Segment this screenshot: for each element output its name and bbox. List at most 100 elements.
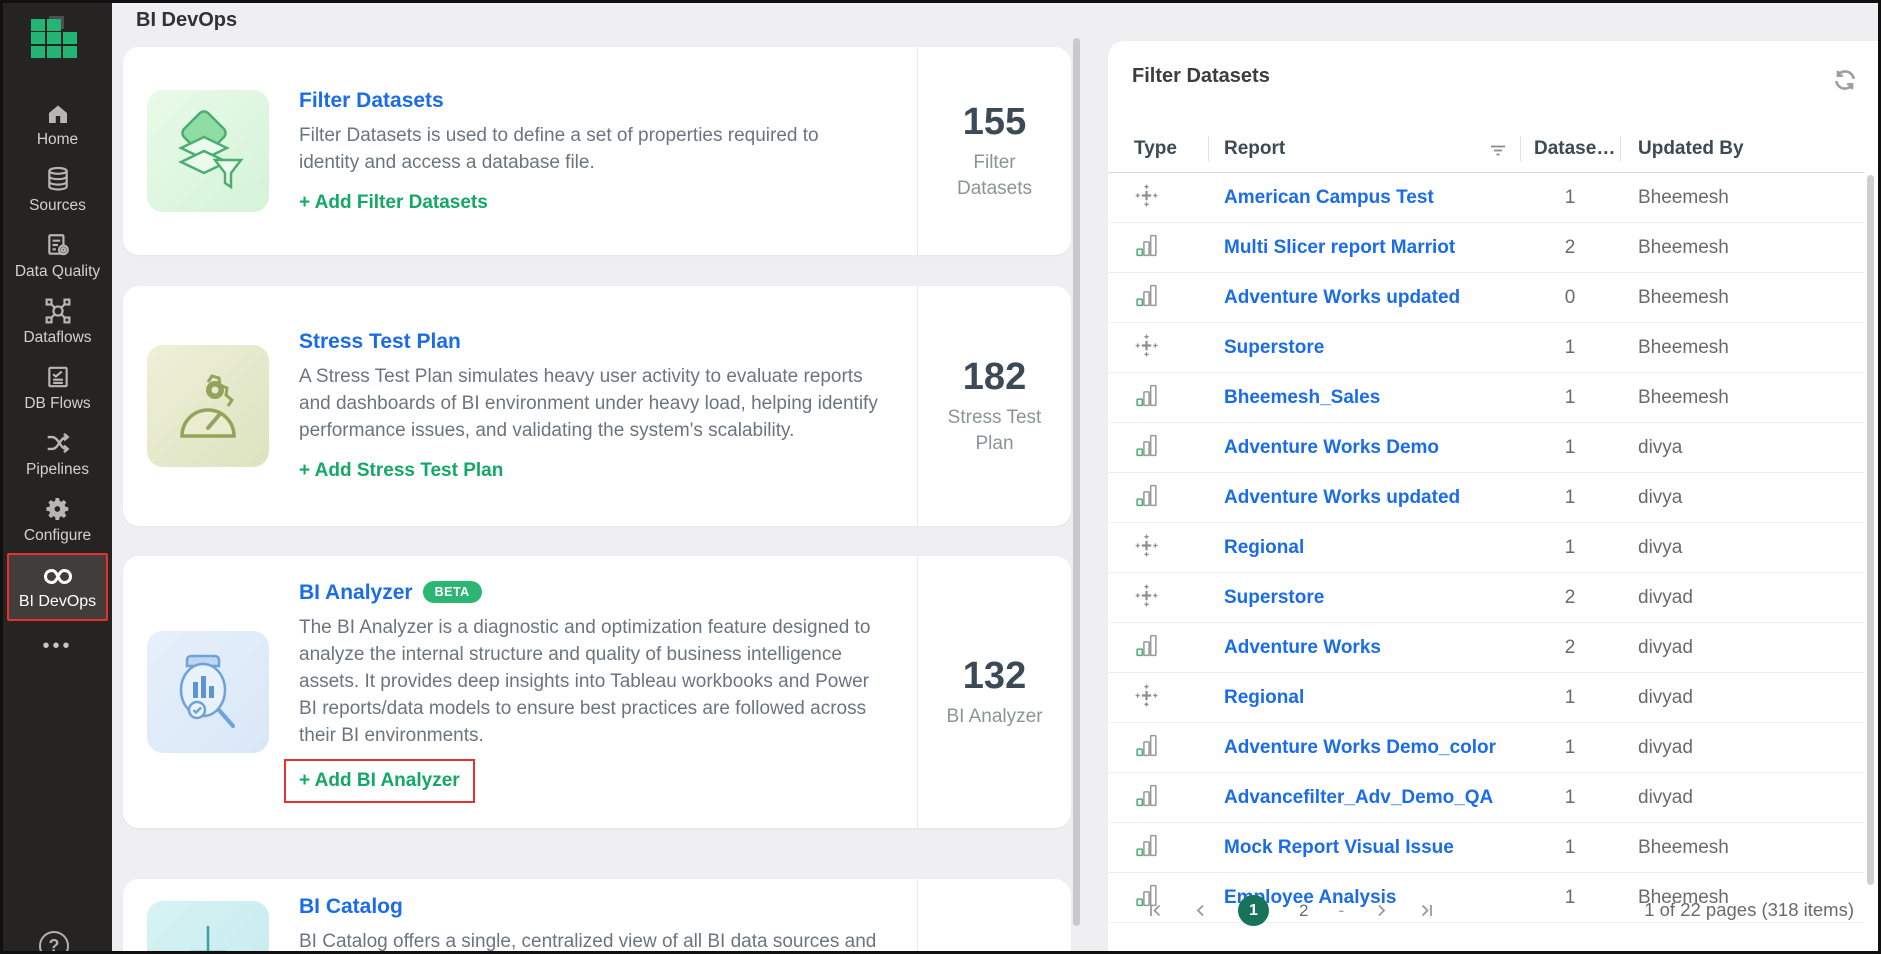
datasets-count-cell: 1 [1564, 336, 1576, 358]
app-logo-icon[interactable] [27, 16, 89, 73]
table-header: Type Report Datase… Updated By [1108, 125, 1864, 173]
table-row: Regional 1 divya [1108, 523, 1864, 573]
updated-by-cell: Bheemesh [1638, 186, 1729, 208]
report-type-cell [1108, 433, 1208, 463]
sidebar-item-label: BI DevOps [18, 593, 97, 610]
report-type-cell [1108, 483, 1208, 513]
card-title[interactable]: BI Catalog [299, 895, 403, 918]
page-title: BI DevOps [136, 9, 238, 31]
powerbi-icon [1134, 784, 1159, 812]
report-link[interactable]: Adventure Works updated [1224, 486, 1461, 508]
last-page-icon[interactable] [1419, 903, 1434, 918]
stat-label: Stress Test Plan [947, 406, 1042, 454]
report-link[interactable]: Superstore [1224, 586, 1325, 608]
previous-page-icon[interactable] [1193, 903, 1208, 918]
tableau-icon [1134, 184, 1159, 212]
sidebar-item-dataflows[interactable]: Dataflows [3, 289, 112, 355]
datasets-count-cell: 1 [1564, 736, 1576, 758]
report-link[interactable]: Adventure Works Demo_color [1224, 736, 1497, 758]
page-button-2[interactable]: 2 [1299, 900, 1309, 920]
sidebar-more-icon[interactable]: ••• [42, 635, 73, 657]
tableau-icon [1134, 684, 1159, 712]
powerbi-icon [1134, 434, 1159, 462]
table-row: Advancefilter_Adv_Demo_QA 1 divyad [1108, 773, 1864, 823]
help-icon[interactable]: ? [39, 931, 69, 951]
database-icon [45, 166, 71, 192]
page-button-active[interactable]: 1 [1238, 895, 1269, 926]
card-description: BI Catalog offers a single, centralized … [299, 931, 877, 952]
document-gear-icon [45, 232, 71, 258]
stress-test-illustration-icon [147, 345, 269, 467]
card-stat: 132 BI Analyzer [917, 556, 1071, 828]
report-link[interactable]: Advancefilter_Adv_Demo_QA [1224, 786, 1494, 808]
report-type-cell [1108, 633, 1208, 663]
column-header-datasets[interactable]: Datase… [1520, 125, 1620, 172]
updated-by-cell: divyad [1638, 636, 1693, 658]
powerbi-icon [1134, 384, 1159, 412]
table-row: Adventure Works updated 0 Bheemesh [1108, 273, 1864, 323]
column-header-report[interactable]: Report [1208, 125, 1520, 172]
report-link[interactable]: Multi Slicer report Marriot [1224, 236, 1456, 258]
add-stress-test-plan-button[interactable]: + Add Stress Test Plan [299, 460, 504, 481]
sidebar-item-db-flows[interactable]: DB Flows [3, 355, 112, 421]
first-page-icon[interactable] [1148, 903, 1163, 918]
page-ellipsis[interactable]: - [1338, 900, 1345, 920]
home-icon [45, 102, 71, 126]
card-title[interactable]: Filter Datasets [299, 88, 444, 112]
table-row: Adventure Works 2 divyad [1108, 623, 1864, 673]
card-description: The BI Analyzer is a diagnostic and opti… [299, 617, 871, 746]
column-header-label: Report [1224, 137, 1286, 159]
filter-datasets-illustration-icon [147, 90, 269, 212]
table-row: Adventure Works Demo 1 divya [1108, 423, 1864, 473]
report-link[interactable]: Superstore [1224, 336, 1325, 358]
report-type-cell [1108, 883, 1208, 913]
report-link[interactable]: Mock Report Visual Issue [1224, 836, 1454, 858]
report-link[interactable]: Adventure Works updated [1224, 286, 1461, 308]
sidebar-item-pipelines[interactable]: Pipelines [3, 421, 112, 487]
updated-by-cell: Bheemesh [1638, 836, 1729, 858]
sidebar-item-data-quality[interactable]: Data Quality [3, 223, 112, 289]
report-link[interactable]: Adventure Works [1224, 636, 1381, 658]
report-link[interactable]: Regional [1224, 686, 1305, 708]
report-link[interactable]: Regional [1224, 536, 1305, 558]
add-filter-datasets-button[interactable]: + Add Filter Datasets [299, 191, 488, 213]
filter-icon[interactable] [1490, 141, 1506, 163]
sidebar-item-home[interactable]: Home [3, 93, 112, 157]
sidebar: Home Sources D [3, 3, 112, 951]
column-header-updated-by[interactable]: Updated By [1620, 125, 1864, 172]
card-title[interactable]: BI Analyzer [299, 581, 413, 604]
card-description: A Stress Test Plan simulates heavy user … [299, 366, 878, 441]
card-bi-catalog: BI Catalog BI Catalog offers a single, c… [123, 879, 1071, 952]
refresh-icon[interactable] [1832, 67, 1858, 98]
updated-by-cell: Bheemesh [1638, 886, 1729, 908]
tableau-icon [1134, 584, 1159, 612]
card-stress-test-plan: Stress Test Plan A Stress Test Plan simu… [123, 286, 1071, 526]
table-body: American Campus Test 1 Bheemesh [1108, 173, 1864, 923]
table-scrollbar[interactable] [1867, 175, 1874, 885]
datasets-count-cell: 1 [1564, 536, 1576, 558]
panel-title: Filter Datasets [1132, 65, 1270, 87]
card-stat: 103 [917, 879, 1071, 951]
next-page-icon[interactable] [1374, 903, 1389, 918]
sidebar-item-sources[interactable]: Sources [3, 157, 112, 223]
column-header-type[interactable]: Type [1134, 137, 1177, 159]
report-type-cell [1108, 333, 1208, 363]
powerbi-icon [1134, 834, 1159, 862]
datasets-count-cell: 0 [1564, 286, 1576, 308]
datasets-count-cell: 1 [1564, 836, 1576, 858]
report-link[interactable]: Bheemesh_Sales [1224, 386, 1381, 408]
beta-badge: BETA [422, 581, 482, 603]
report-type-cell [1108, 583, 1208, 613]
updated-by-cell: divyad [1638, 586, 1693, 608]
report-link[interactable]: Adventure Works Demo [1224, 436, 1440, 458]
table-row: Multi Slicer report Marriot 2 Bheemesh [1108, 223, 1864, 273]
add-bi-analyzer-button[interactable]: + Add BI Analyzer [284, 759, 475, 803]
card-title[interactable]: Stress Test Plan [299, 330, 461, 353]
report-link[interactable]: American Campus Test [1224, 186, 1434, 208]
sidebar-item-configure[interactable]: Configure [3, 487, 112, 553]
report-type-cell [1108, 783, 1208, 813]
sidebar-item-bi-devops[interactable]: BI DevOps [7, 553, 108, 621]
sidebar-item-label: Sources [29, 197, 86, 214]
cards-scrollbar[interactable] [1073, 38, 1080, 926]
